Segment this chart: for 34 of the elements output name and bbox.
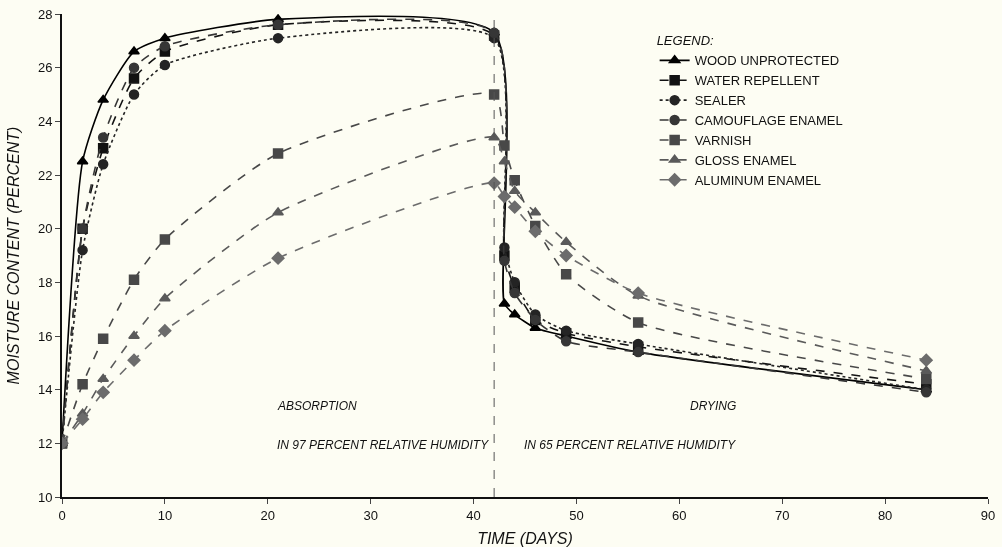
x-tick-label: 40 xyxy=(466,507,481,523)
y-axis-title: MOISTURE CONTENT (PERCENT) xyxy=(5,126,22,385)
y-tick-label: 26 xyxy=(37,60,53,76)
x-tick-label: 0 xyxy=(58,507,66,523)
legend-label: WATER REPELLENT xyxy=(694,73,820,89)
x-tick-label: 70 xyxy=(774,507,790,523)
x-tick-label: 50 xyxy=(569,507,584,523)
legend-label: SEALER xyxy=(694,93,746,109)
legend-label: VARNISH xyxy=(694,133,752,149)
x-tick-label: 80 xyxy=(877,507,893,523)
y-tick-label: 22 xyxy=(37,167,53,183)
y-tick-label: 28 xyxy=(37,6,53,22)
annotation: IN 65 PERCENT RELATIVE HUMIDITY xyxy=(524,438,737,452)
x-tick-label: 30 xyxy=(363,507,378,523)
legend-label: CAMOUFLAGE ENAMEL xyxy=(694,113,843,129)
y-tick-label: 12 xyxy=(37,435,53,451)
y-tick-label: 20 xyxy=(37,221,53,237)
y-tick-label: 18 xyxy=(37,274,53,290)
annotation: DRYING xyxy=(690,399,737,413)
x-axis-title: TIME (DAYS) xyxy=(477,530,573,547)
y-tick-label: 24 xyxy=(37,113,53,129)
x-tick-label: 90 xyxy=(980,507,996,523)
y-tick-label: 10 xyxy=(37,489,53,505)
x-tick-label: 10 xyxy=(157,507,173,523)
x-tick-label: 20 xyxy=(260,507,276,523)
annotation: ABSORPTION xyxy=(277,399,358,413)
legend-title: LEGEND: xyxy=(656,33,715,49)
x-tick-label: 60 xyxy=(672,507,687,523)
legend-label: GLOSS ENAMEL xyxy=(694,152,797,168)
y-tick-label: 14 xyxy=(37,382,53,398)
y-tick-label: 16 xyxy=(37,328,53,344)
legend-label: WOOD UNPROTECTED xyxy=(694,53,840,69)
legend-label: ALUMINUM ENAMEL xyxy=(694,172,822,188)
annotation: IN 97 PERCENT RELATIVE HUMIDITY xyxy=(277,438,490,452)
